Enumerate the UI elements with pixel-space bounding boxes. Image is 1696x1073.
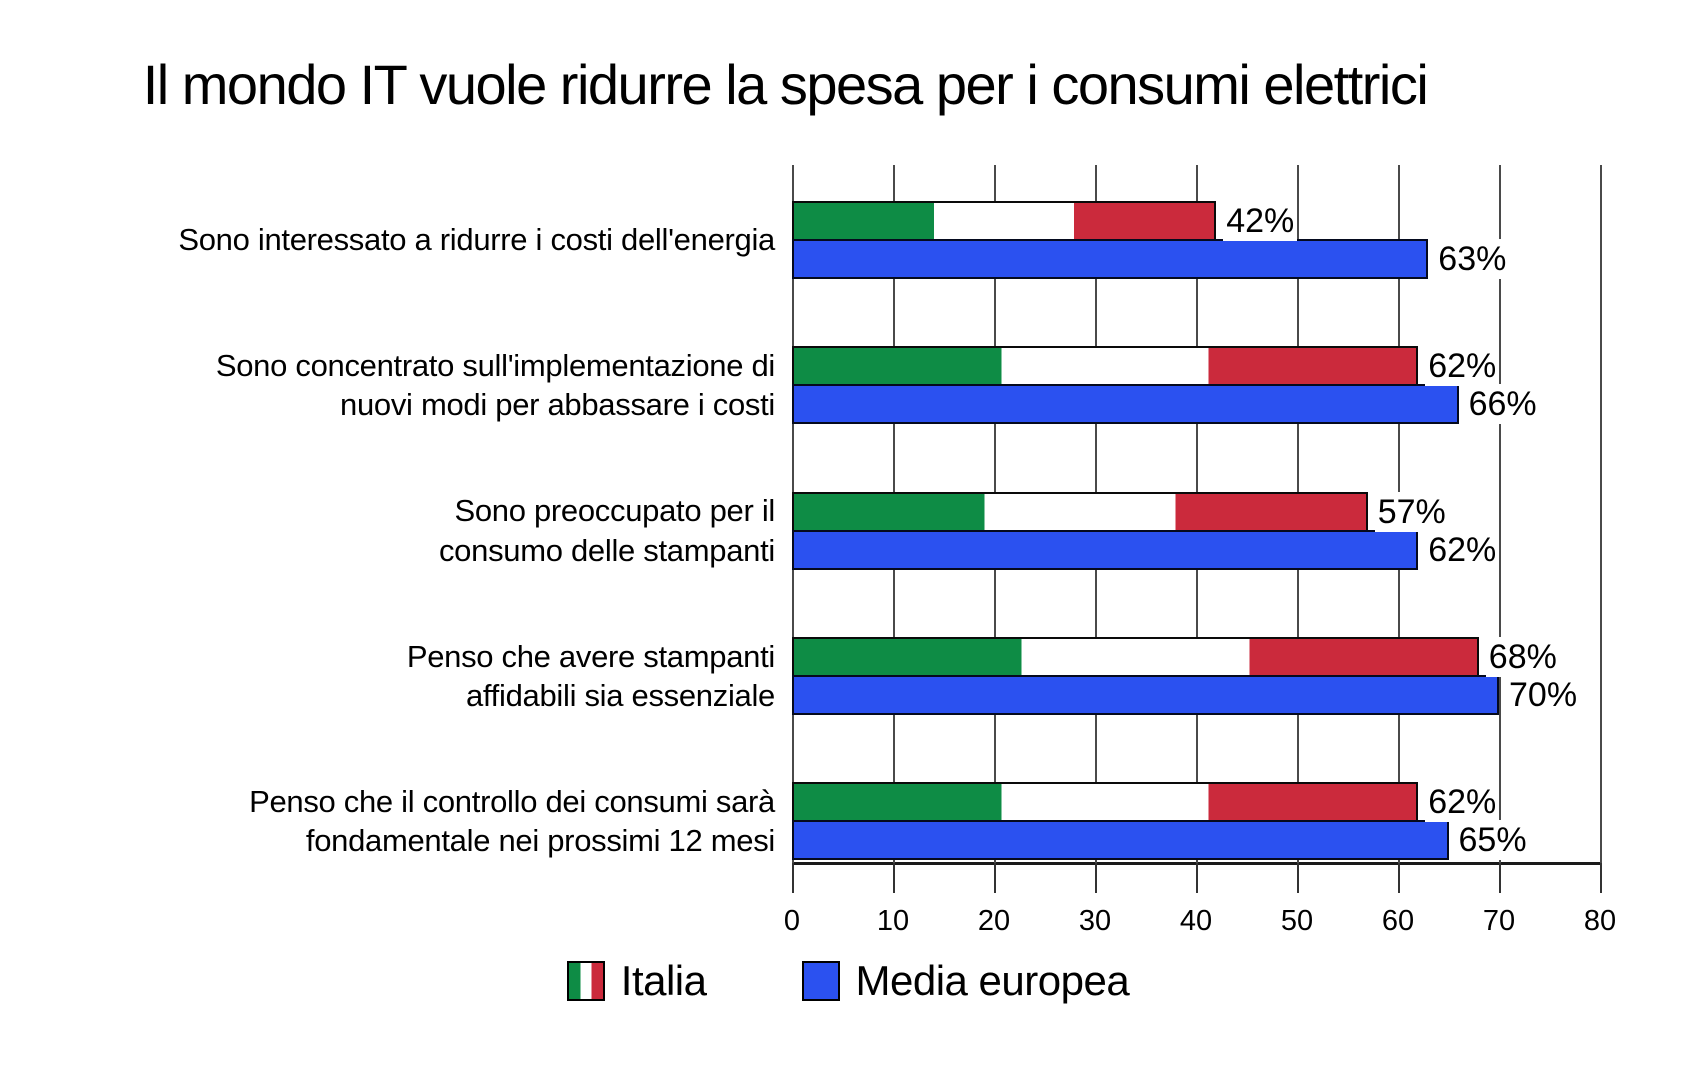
media-europea-value-label: 62% [1425,529,1500,570]
media-europea-value-label: 70% [1506,674,1581,715]
x-axis-tick-label-50: 50 [1280,905,1314,937]
italia-bar-line: 62% [792,782,1600,822]
italia-bar [792,636,1479,677]
media-europea-bar-line: 70% [792,674,1600,715]
media-europea-bar-line: 65% [792,820,1600,860]
x-axis-tick-label-60: 60 [1381,905,1415,937]
x-axis-tick-50 [1297,863,1299,893]
x-axis-tick-label-30: 30 [1078,905,1112,937]
chart-title: Il mondo IT vuole ridurre la spesa per i… [142,53,1429,116]
media-europea-value-label: 63% [1435,239,1510,279]
x-axis-tick-label-40: 40 [1179,905,1213,937]
x-axis-tick-40 [1196,863,1198,893]
italia-bar-line: 68% [792,636,1600,677]
bar-row-2: 57% 62% [792,491,1600,570]
media-europea-bar [792,384,1459,425]
italia-bar-line: 42% [792,201,1600,241]
legend-label-italia: Italia [620,957,707,1004]
gridline-70 [1499,165,1501,863]
italian-flag-swatch-icon [566,961,605,1001]
italia-bar [792,201,1217,241]
italia-bar-line: 57% [792,491,1600,532]
category-label-4: Penso che il controllo dei consumi sarà … [249,783,775,858]
legend-item-media-europea: Media europea [801,957,1130,1005]
x-axis-tick-label-0: 0 [783,905,801,937]
legend: Italia Media europea [0,957,1696,1005]
x-axis-tick-0 [792,863,794,893]
category-label-1: Sono concentrato sull'implementazione di… [215,348,775,423]
x-axis-tick-label-10: 10 [876,905,910,937]
italia-value-label: 62% [1425,346,1500,387]
italia-value-label: 62% [1425,782,1500,822]
bar-row-1: 62% 66% [792,346,1600,425]
x-axis-tick-80 [1600,863,1602,893]
category-label-0: Sono interessato a ridurre i costi dell'… [178,222,775,258]
blue-swatch-icon [801,961,840,1001]
legend-item-italia: Italia [566,957,707,1005]
x-axis-tick-60 [1398,863,1400,893]
legend-label-media-europea: Media europea [855,957,1130,1004]
media-europea-bar-line: 66% [792,384,1600,425]
italia-value-label: 68% [1485,636,1560,677]
italia-bar [792,782,1419,822]
italia-value-label: 57% [1374,491,1449,532]
bar-row-3: 68% 70% [792,636,1600,715]
media-europea-value-label: 66% [1465,384,1540,425]
italia-bar-line: 62% [792,346,1600,387]
x-axis-tick-30 [1095,863,1097,893]
italia-bar [792,346,1419,387]
bar-row-4: 62% 65% [792,782,1600,860]
bar-row-0: 42% 63% [792,201,1600,279]
x-axis-tick-label-80: 80 [1583,905,1617,937]
x-axis-tick-70 [1499,863,1501,893]
italia-value-label: 42% [1223,201,1298,241]
media-europea-bar [792,820,1449,860]
media-europea-bar [792,674,1499,715]
media-europea-value-label: 65% [1455,820,1530,860]
category-label-2: Sono preoccupato per il consumo delle st… [438,493,775,568]
media-europea-bar [792,239,1429,279]
x-axis-tick-10 [893,863,895,893]
media-europea-bar-line: 62% [792,529,1600,570]
gridline-80 [1600,165,1602,863]
media-europea-bar [792,529,1419,570]
media-europea-bar-line: 63% [792,239,1600,279]
x-axis-tick-label-70: 70 [1482,905,1516,937]
x-axis-tick-label-20: 20 [977,905,1011,937]
category-label-3: Penso che avere stampanti affidabili sia… [406,638,775,713]
plot-area: 0 10 20 30 40 50 60 70 80 42% 63% 62% 66% 57% 62% 68% 70… [784,165,1616,937]
x-axis-tick-20 [994,863,996,893]
italia-bar [792,491,1368,532]
